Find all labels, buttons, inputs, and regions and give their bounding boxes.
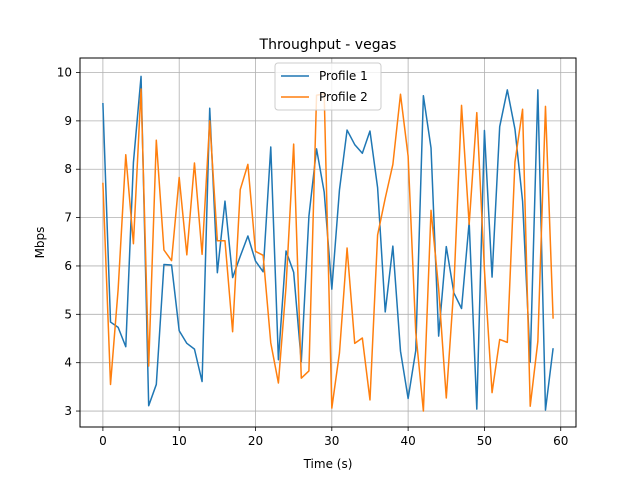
x-tick-label: 60 xyxy=(553,434,568,448)
x-tick-label: 0 xyxy=(99,434,107,448)
legend-box xyxy=(274,62,382,111)
x-axis-label: Time (s) xyxy=(303,457,353,471)
y-tick-label: 5 xyxy=(64,307,72,321)
y-tick-label: 6 xyxy=(64,259,72,273)
series-line-2 xyxy=(102,88,554,412)
x-tick-label: 10 xyxy=(172,434,187,448)
x-tick-label: 30 xyxy=(324,434,339,448)
y-tick-label: 10 xyxy=(57,66,72,80)
chart-title: Throughput - vegas xyxy=(259,37,397,53)
legend-label-1: Profile 1 xyxy=(319,69,368,83)
y-tick-label: 3 xyxy=(64,404,72,418)
legend-label-2: Profile 2 xyxy=(319,90,368,104)
series-layer xyxy=(102,75,554,412)
y-tick-label: 8 xyxy=(64,162,72,176)
axis-ticks: 0 10 20 30 40 50 60 3 4 5 6 7 8 9 10 xyxy=(57,66,569,448)
plot-frame xyxy=(79,57,577,428)
y-tick-label: 9 xyxy=(64,114,72,128)
legend: Profile 1 Profile 2 xyxy=(274,62,382,111)
y-tick-label: 4 xyxy=(64,356,72,370)
x-tick-label: 20 xyxy=(248,434,263,448)
x-tick-label: 50 xyxy=(477,434,492,448)
y-tick-label: 7 xyxy=(64,211,72,225)
x-tick-label: 40 xyxy=(400,434,415,448)
y-axis-label: Mbps xyxy=(33,227,47,259)
